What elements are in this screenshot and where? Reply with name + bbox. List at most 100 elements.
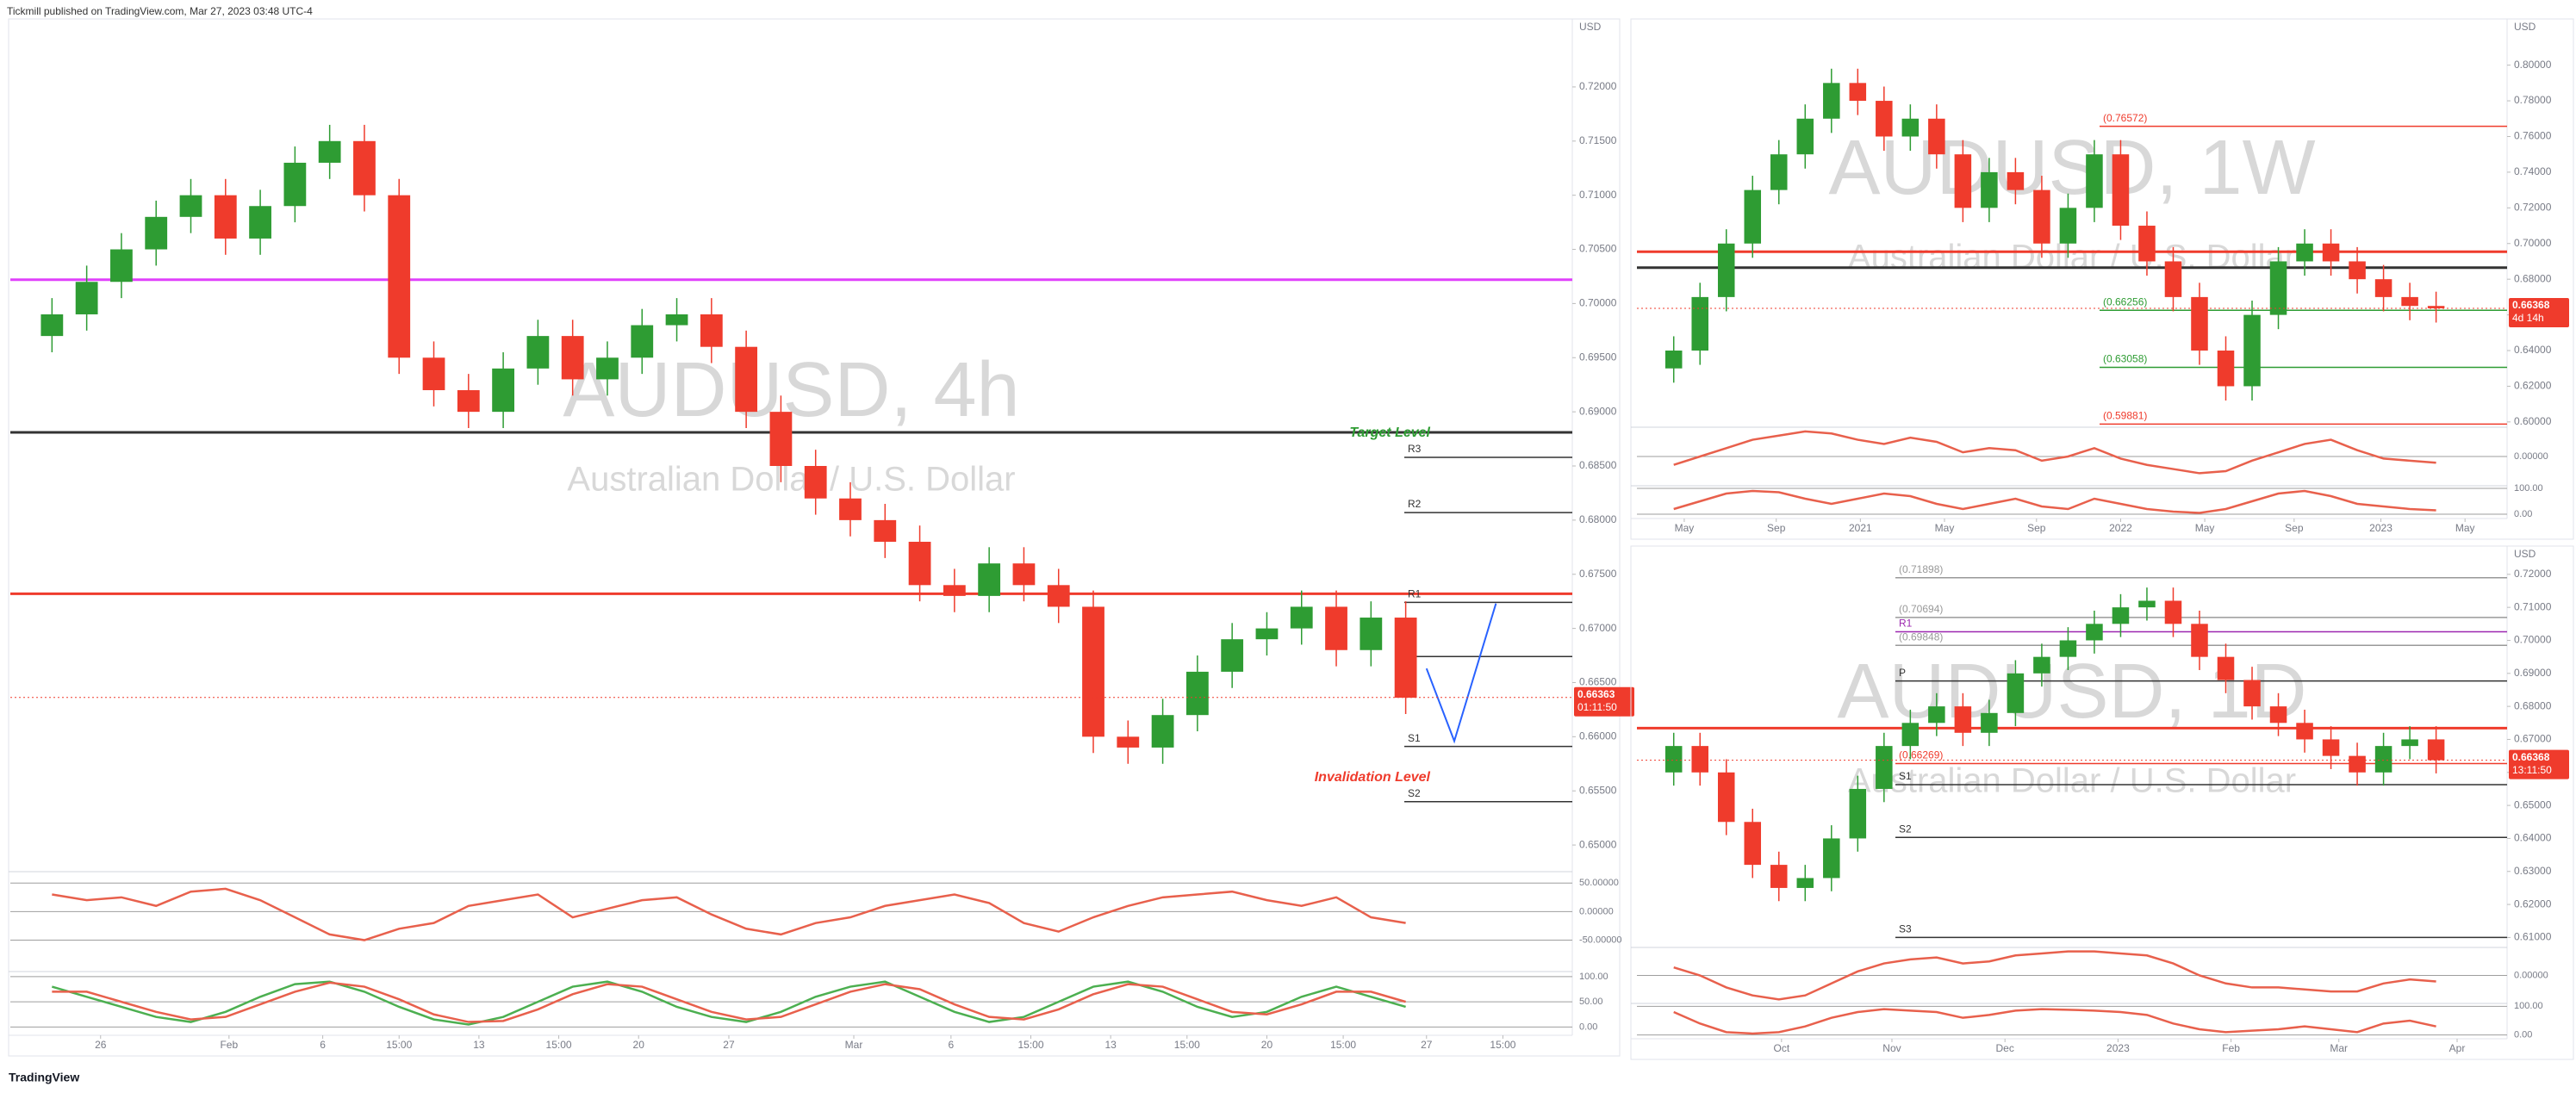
x-tick-label: 27 <box>723 1039 735 1051</box>
candle-body <box>214 195 237 239</box>
candle-body <box>2086 154 2103 208</box>
candle-body <box>1796 878 1814 888</box>
candle-body <box>2374 279 2392 297</box>
candle-body <box>1981 171 1998 208</box>
x-tick-label: 2021 <box>1849 522 1872 534</box>
candle-body <box>2322 243 2340 262</box>
candle-body <box>2322 739 2340 756</box>
watermark-subtitle: Australian Dollar / U.S. Dollar <box>1848 239 2296 276</box>
candle-body <box>1849 83 1867 102</box>
candle-body <box>2112 154 2130 227</box>
candle-body <box>145 216 168 250</box>
footer-logo: TradingView <box>9 1071 79 1084</box>
candle-body <box>1691 296 1708 351</box>
pane-tick-label: 50.00 <box>1579 997 1603 1007</box>
y-tick-label: 0.67000 <box>2514 733 2552 745</box>
x-tick-label: 27 <box>1421 1039 1433 1051</box>
x-tick-label: 13 <box>473 1039 485 1051</box>
indicator-line <box>52 981 1406 1023</box>
y-tick-label: 0.71500 <box>1579 134 1617 146</box>
candle-body <box>1876 101 1893 137</box>
pane-tick-label: 100.00 <box>2514 1001 2543 1011</box>
candle-body <box>2296 243 2313 262</box>
panel-border <box>8 18 1621 1057</box>
y-tick-label: 0.67000 <box>1579 622 1617 634</box>
candle-body <box>1691 746 1708 773</box>
pane-tick-label: 100.00 <box>2514 483 2543 494</box>
indicator-line <box>1673 489 2436 514</box>
x-tick-label: 13 <box>1104 1039 1117 1051</box>
x-tick-label: 15:00 <box>386 1039 412 1051</box>
candle-body <box>2191 624 2208 657</box>
candle-body <box>2033 189 2050 244</box>
y-tick-label: 0.72000 <box>2514 568 2552 580</box>
price-tag-countdown: 4d 14h <box>2512 312 2544 324</box>
level-label: S2 <box>1408 787 1421 799</box>
x-tick-label: 15:00 <box>1017 1039 1043 1051</box>
candle-body <box>1954 706 1972 733</box>
currency-label: USD <box>1579 21 1602 33</box>
candle-body <box>2164 600 2182 624</box>
x-tick-label: 15:00 <box>1490 1039 1515 1051</box>
candle-body <box>2007 171 2025 190</box>
candle-body <box>1823 83 1840 119</box>
level-note: Invalidation Level <box>1315 770 1431 785</box>
y-tick-label: 0.61000 <box>2514 931 2552 943</box>
currency-label: USD <box>2514 21 2536 33</box>
x-tick-label: 6 <box>948 1039 954 1051</box>
candle-body <box>388 195 411 358</box>
candle-body <box>1796 118 1814 155</box>
level-label: R1 <box>1408 588 1422 600</box>
header: Tickmill published on TradingView.com, M… <box>7 5 313 17</box>
indicator-line <box>1673 430 2436 475</box>
y-tick-label: 0.70500 <box>1579 243 1617 255</box>
candle-body <box>2427 306 2445 308</box>
candle-body <box>2217 656 2235 680</box>
candle-body <box>1221 639 1244 672</box>
y-tick-label: 0.65500 <box>1579 784 1617 796</box>
candle-body <box>457 389 480 413</box>
candle-body <box>1717 772 1735 823</box>
candle-body <box>1770 154 1788 190</box>
level-label: R3 <box>1408 443 1422 455</box>
y-tick-label: 0.67500 <box>1579 568 1617 580</box>
x-tick-label: Feb <box>220 1039 238 1051</box>
x-tick-label: Oct <box>1773 1042 1789 1054</box>
level-label: S3 <box>1899 923 1912 935</box>
x-tick-label: 2022 <box>2109 522 2132 534</box>
level-label: S2 <box>1899 823 1912 835</box>
level-label: S1 <box>1899 770 1912 782</box>
level-label: (0.70694) <box>1899 603 1943 615</box>
y-tick-label: 0.74000 <box>2514 165 2552 177</box>
x-tick-label: 20 <box>633 1039 645 1051</box>
pane-tick-label: 0.00000 <box>2514 451 2548 462</box>
candle-body <box>1185 671 1209 716</box>
y-tick-label: 0.66000 <box>1579 730 1617 742</box>
candle-body <box>2296 723 2313 740</box>
candle-body <box>2269 706 2287 723</box>
indicator-line <box>1673 1008 2436 1035</box>
y-tick-label: 0.70000 <box>2514 634 2552 646</box>
indicator-line <box>52 887 1406 941</box>
panel-border <box>1630 545 2574 1060</box>
price-tag-countdown: 01:11:50 <box>1577 701 1617 713</box>
candle-body <box>1117 736 1140 748</box>
candle-body <box>2427 739 2445 761</box>
watermark-subtitle: Australian Dollar / U.S. Dollar <box>567 461 1015 499</box>
candle-body <box>943 585 966 596</box>
candle-body <box>1744 189 1762 244</box>
level-label: (0.59881) <box>2103 409 2147 421</box>
level-label: (0.69848) <box>1899 630 1943 643</box>
x-tick-label: May <box>2455 522 2475 534</box>
y-tick-label: 0.63000 <box>2514 865 2552 877</box>
level-label: (0.63058) <box>2103 353 2147 365</box>
watermark-title: AUDUSD, 1D <box>1837 649 2306 735</box>
candle-body <box>735 346 758 413</box>
candle-body <box>2112 607 2130 624</box>
candle-body <box>804 466 827 499</box>
candle-body <box>700 314 723 347</box>
x-tick-label: Apr <box>2449 1042 2466 1054</box>
panel-border <box>1630 18 2574 540</box>
candle-body <box>2401 296 2418 307</box>
